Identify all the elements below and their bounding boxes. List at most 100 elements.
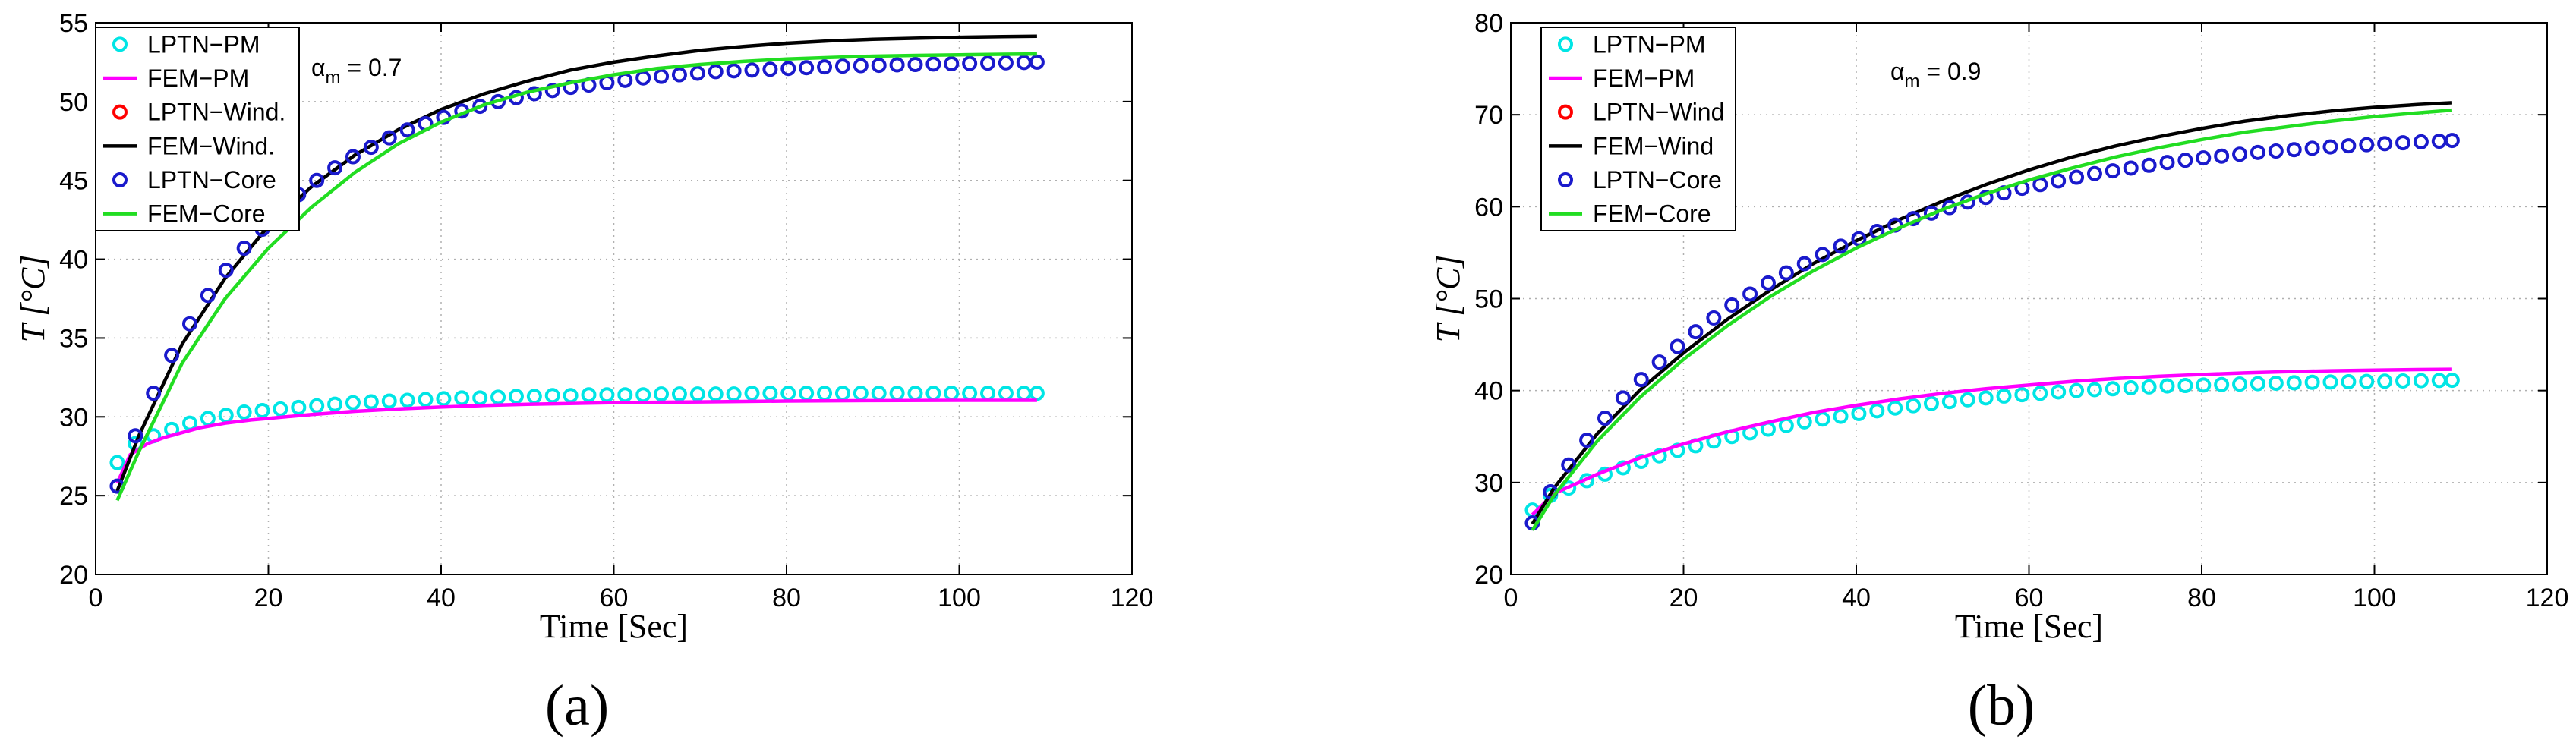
panel-1-series-0-point-18: [1851, 405, 1867, 421]
panel-0-series-4-point-15: [381, 130, 397, 146]
panel-1-series-4-point-15: [1796, 256, 1812, 272]
panel-0-series-4-point-30: [654, 68, 670, 84]
panel-1-y-tick-label-5: 70: [1474, 101, 1503, 130]
panel-1-series-4-point-8: [1670, 338, 1685, 354]
panel-0-y-tick-label-0: 20: [59, 561, 88, 590]
panel-0-x-axis-title: Time [Sec]: [540, 608, 688, 645]
panel-0-x-tick-label-5: 100: [938, 584, 981, 612]
panel-1-series-0-point-40: [2250, 376, 2265, 392]
panel-1-series-4-point-10: [1706, 310, 1722, 326]
panel-1-series-4-point-5: [1615, 390, 1631, 406]
panel-0-series-4-point-13: [345, 149, 361, 165]
panel-1-series-0-point-35: [2159, 378, 2175, 394]
panel-1-legend-swatch-4: [1558, 172, 1573, 187]
panel-0-series-1: [115, 398, 1037, 484]
panel-0-series-4-point-36: [762, 61, 778, 77]
panel-1-series-0-point-46: [2359, 373, 2375, 389]
panel-1-legend-swatch-2: [1558, 104, 1573, 120]
panel-1-series-0-point-28: [2032, 386, 2048, 401]
panel-0-series-4-point-40: [834, 58, 850, 74]
panel-1-series-4-point-38: [2214, 148, 2230, 164]
panel-1-series-4-point-3: [1579, 433, 1595, 448]
panel-1-series-4-point-14: [1778, 265, 1794, 281]
panel-0-series-4-point-39: [817, 59, 833, 75]
panel-0-series-0-point-13: [345, 395, 361, 411]
panel-0-series-0-point-25: [563, 388, 579, 404]
panel-0-series-0-point-15: [381, 393, 397, 409]
panel-0-series-0-point-30: [654, 386, 670, 402]
panel-1-series-4-point-4: [1597, 411, 1613, 426]
panel-0-legend-label-0: LPTN−PM: [147, 30, 260, 58]
panel-1-legend-label-0: LPTN−PM: [1593, 30, 1705, 58]
panel-1-series-0-point-44: [2322, 374, 2338, 390]
panel-0-series-0-point-12: [327, 396, 343, 412]
panel-1-series-4-point-46: [2359, 137, 2375, 153]
panel-1-series-0-point-47: [2377, 373, 2393, 389]
panel-1-series-0-point-36: [2177, 378, 2193, 394]
panel-0-series-0-point-27: [599, 387, 615, 403]
panel-0-series-4-point-16: [399, 122, 415, 138]
panel-1-series-0-point-20: [1887, 400, 1903, 416]
panel-0-series-0-point-16: [399, 392, 415, 408]
panel-0-legend-label-3: FEM−Wind.: [147, 132, 275, 159]
panel-1-series-4-point-47: [2377, 136, 2393, 152]
panel-0-series-4-point-45: [925, 56, 941, 72]
panel-1-series-4-point-31: [2086, 165, 2102, 181]
panel-0-series-0-point-8: [254, 402, 270, 418]
panel-0-series-0-point-0: [109, 455, 125, 470]
panel-1-x-tick-label-1: 20: [1670, 584, 1698, 612]
panel-1-series-4: [1524, 133, 2460, 531]
panel-1-series-0-point-24: [1960, 392, 1975, 408]
panel-1-series-0-point-26: [1996, 388, 2012, 404]
panel-0-annotation: αm = 0.7: [311, 54, 402, 88]
panel-0-legend-label-2: LPTN−Wind.: [147, 99, 285, 126]
panel-1-x-tick-label-3: 60: [2015, 584, 2044, 612]
panel-1-series-4-point-33: [2123, 160, 2139, 176]
panel-1-series-0-point-23: [1941, 394, 1957, 410]
panel-1-series-0-point-49: [2413, 373, 2429, 389]
panel-0-legend-label-4: LPTN−Core: [147, 166, 276, 194]
panel-0-y-tick-label-5: 45: [59, 167, 88, 196]
panel-1-series-3-line: [1531, 101, 2453, 525]
panel-1-y-tick-label-1: 30: [1474, 469, 1503, 498]
panel-1-series-4-point-17: [1833, 238, 1849, 254]
panel-0-series-0-point-32: [689, 386, 705, 402]
panel-0-series-3-line: [115, 34, 1037, 492]
panel-0-series-0-point-26: [581, 387, 597, 403]
panel-1-y-tick-label-2: 40: [1474, 377, 1503, 406]
panel-1-series-0-point-7: [1651, 448, 1667, 464]
panel-0-series-4-point-47: [962, 55, 978, 71]
panel-0-series-4-point-33: [708, 64, 724, 80]
panel-0-x-tick-label-2: 40: [427, 584, 456, 612]
panel-1-series-4-point-40: [2250, 144, 2265, 160]
panel-1-series-0-point-41: [2268, 375, 2284, 391]
panel-1-series-4-point-51: [2444, 133, 2460, 149]
panel-1-x-tick-label-2: 40: [1842, 584, 1871, 612]
panel-0-series-4-point-1: [128, 428, 143, 444]
panel-0-series-0-point-28: [617, 387, 633, 403]
panel-1-series-4-point-29: [2051, 173, 2067, 189]
panel-0-x-tick-label-6: 120: [1111, 584, 1154, 612]
panel-0-legend-swatch-4: [112, 172, 128, 187]
panel-1-series-5: [1531, 108, 2453, 531]
panel-1-y-axis-title: T [°C]: [1430, 255, 1467, 343]
panel-1-y-tick-label-0: 20: [1474, 561, 1503, 590]
panel-0-series-0-point-35: [744, 386, 760, 401]
panel-1-series-4-point-6: [1633, 372, 1649, 388]
panel-0-series-0-point-14: [363, 394, 379, 410]
panel-0-series-3: [115, 34, 1037, 492]
panel-0-series-4-point-20: [472, 99, 488, 115]
panel-0-series-0-point-18: [436, 391, 452, 407]
panel-0-series-4-point-49: [998, 55, 1014, 71]
panel-1-series-0-point-21: [1906, 398, 1922, 414]
panel-0-series-4-point-37: [780, 61, 796, 77]
panel-1-series-0-point-32: [2105, 381, 2120, 397]
panel-0-series-4-point-35: [744, 62, 760, 78]
panel-1-series-0-point-48: [2395, 373, 2411, 389]
panel-1-legend-label-4: LPTN−Core: [1593, 166, 1722, 194]
panel-0-x-tick-label-4: 80: [772, 584, 801, 612]
panel-0-series-0-point-19: [454, 390, 470, 406]
panel-0-series-5: [115, 52, 1037, 502]
